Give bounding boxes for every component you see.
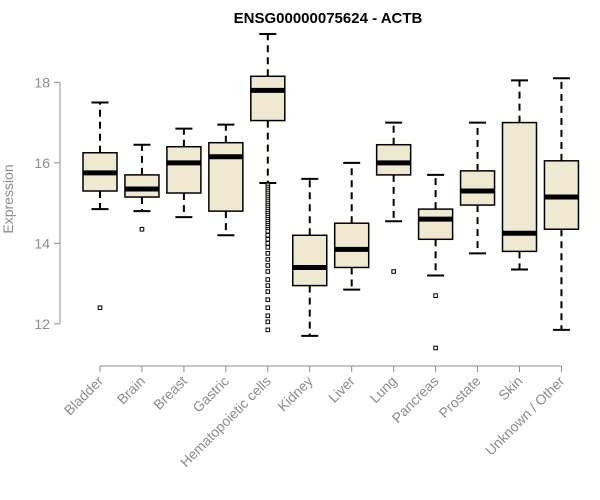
outlier-point	[265, 232, 271, 238]
x-category-label: Brain	[114, 373, 148, 407]
iqr-box	[501, 121, 538, 253]
y-tick-label: 16	[34, 155, 50, 171]
iqr-box	[333, 222, 370, 269]
outlier-point	[139, 226, 145, 232]
x-category-label: Lung	[366, 373, 399, 406]
outlier-point	[265, 241, 271, 246]
box-bladder	[82, 101, 118, 311]
outlier-point	[265, 319, 271, 325]
outlier-point	[265, 257, 271, 262]
outlier-point	[265, 269, 271, 274]
x-category-label: Pancreas	[389, 373, 442, 426]
outlier-point	[265, 313, 271, 319]
outlier-point	[433, 293, 438, 298]
chart-title: ENSG00000075624 - ACTB	[234, 10, 423, 27]
outlier-point	[265, 305, 271, 311]
iqr-box	[292, 234, 328, 287]
x-category-label: Skin	[495, 373, 526, 404]
outlier-point	[391, 269, 396, 274]
box-prostate	[459, 121, 496, 255]
outlier-point	[265, 263, 271, 268]
outlier-point	[97, 305, 103, 311]
iqr-box	[250, 75, 286, 122]
outlier-point	[265, 277, 271, 282]
y-tick-label: 18	[34, 74, 50, 90]
outlier-point	[265, 228, 271, 234]
box-unknown-other	[543, 77, 580, 331]
outlier-point	[433, 345, 438, 351]
y-axis: 12 14 16 18	[34, 74, 61, 332]
iqr-box	[459, 170, 496, 206]
box-pancreas	[417, 173, 454, 351]
x-category-label: Kidney	[274, 373, 316, 415]
x-category-label: Prostate	[435, 373, 483, 421]
iqr-box	[124, 174, 160, 198]
box-brain	[124, 143, 160, 232]
y-tick-label: 12	[34, 316, 50, 332]
y-tick-label: 14	[34, 235, 50, 251]
box-liver	[333, 161, 370, 291]
x-category-label: Unknown / Other	[482, 373, 568, 459]
box-kidney	[292, 177, 328, 337]
box-lung	[375, 121, 412, 274]
box-breast	[166, 127, 202, 219]
y-axis-label: Expression	[0, 164, 16, 233]
iqr-box	[375, 143, 412, 176]
outlier-point	[265, 297, 271, 302]
box-series	[82, 33, 580, 351]
x-category-label: Bladder	[61, 373, 107, 419]
outlier-point	[265, 237, 271, 242]
outlier-point	[265, 251, 271, 256]
box-gastric	[208, 123, 244, 237]
outlier-point	[265, 289, 271, 294]
box-skin	[501, 79, 538, 271]
outlier-point	[265, 245, 271, 250]
outlier-point	[265, 327, 271, 333]
x-category-label: Liver	[325, 373, 358, 406]
box-hematopoietic-cells	[250, 33, 286, 333]
outlier-point	[265, 283, 271, 288]
iqr-box	[166, 145, 202, 194]
iqr-box	[208, 141, 244, 212]
x-category-label: Breast	[150, 373, 190, 413]
iqr-box	[417, 208, 454, 241]
